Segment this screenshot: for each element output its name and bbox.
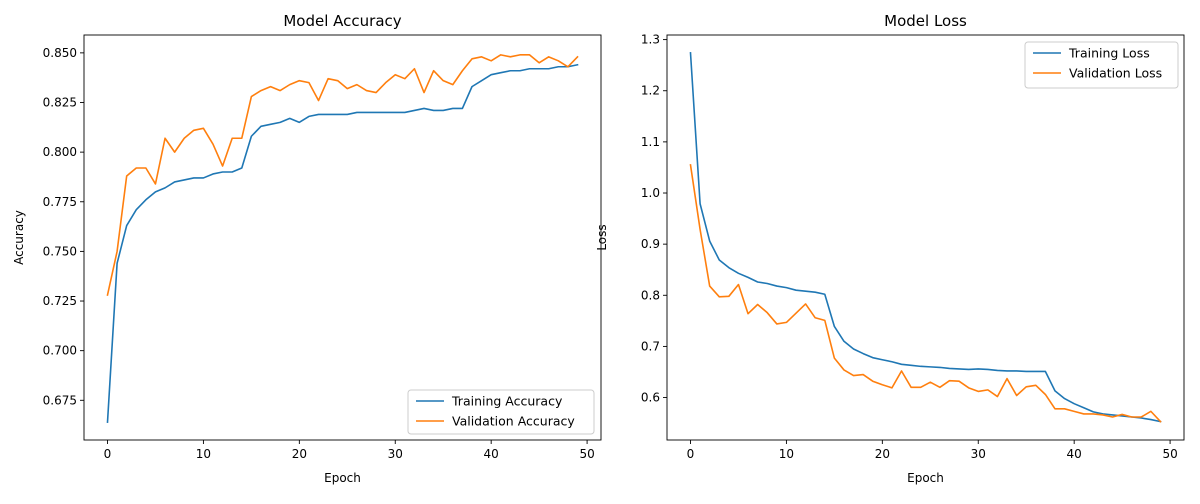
- x-axis-label: Epoch: [324, 471, 361, 485]
- y-tick-label: 0.7: [641, 339, 660, 353]
- x-tick-label: 0: [687, 447, 695, 461]
- series-line-0: [106, 63, 579, 423]
- x-tick-label: 40: [484, 447, 499, 461]
- x-tick-label: 40: [1067, 447, 1082, 461]
- x-tick-label: 10: [779, 447, 794, 461]
- chart-0: Model Accuracy 0 10 20 30 40 50 0.675 0.700 0.725…: [12, 12, 602, 485]
- y-tick-label: 0.800: [43, 145, 77, 159]
- y-tick-label: 1.2: [641, 84, 660, 98]
- x-axis-label: Epoch: [907, 471, 944, 485]
- series-line-1: [689, 163, 1162, 423]
- axes-frame: [666, 34, 1185, 441]
- legend: Training Loss Validation Loss: [1024, 41, 1179, 89]
- legend-box: [407, 389, 595, 435]
- chart-title: Model Loss: [884, 12, 967, 30]
- legend-label-1: Validation Loss: [1069, 66, 1162, 81]
- chart-1: Model Loss 0 10 20 30 40 50 0.6 0.7 0.8 0.9 1.0 1.1 1…: [595, 12, 1185, 485]
- legend-label-1: Validation Accuracy: [452, 414, 575, 429]
- y-tick-label: 0.8: [641, 288, 660, 302]
- x-tick-label: 50: [579, 447, 594, 461]
- axes-frame: [83, 34, 602, 441]
- x-tick-label: 30: [388, 447, 403, 461]
- y-axis-label: Accuracy: [12, 210, 26, 265]
- x-tick-label: 50: [1162, 447, 1177, 461]
- y-tick-label: 0.775: [43, 195, 77, 209]
- x-tick-label: 0: [104, 447, 112, 461]
- y-tick-label: 0.6: [641, 391, 660, 405]
- y-axis-label: Loss: [595, 224, 609, 250]
- legend-label-0: Training Loss: [1068, 46, 1150, 61]
- x-tick-label: 30: [971, 447, 986, 461]
- y-tick-label: 0.9: [641, 237, 660, 251]
- x-tick-label: 20: [292, 447, 307, 461]
- x-tick-label: 10: [196, 447, 211, 461]
- x-tick-label: 20: [875, 447, 890, 461]
- legend-box: [1024, 41, 1179, 89]
- y-tick-label: 0.700: [43, 344, 77, 358]
- legend: Training Accuracy Validation Accuracy: [407, 389, 595, 435]
- y-tick-label: 1.0: [641, 186, 660, 200]
- y-tick-label: 1.1: [641, 135, 660, 149]
- series-line-1: [106, 54, 579, 297]
- y-tick-label: 0.725: [43, 294, 77, 308]
- y-tick-label: 0.675: [43, 393, 77, 407]
- y-tick-label: 1.3: [641, 33, 660, 47]
- y-tick-label: 0.750: [43, 244, 77, 258]
- y-tick-label: 0.850: [43, 46, 77, 60]
- chart-title: Model Accuracy: [283, 12, 401, 30]
- y-tick-label: 0.825: [43, 96, 77, 110]
- series-line-0: [689, 52, 1162, 423]
- legend-label-0: Training Accuracy: [451, 394, 563, 409]
